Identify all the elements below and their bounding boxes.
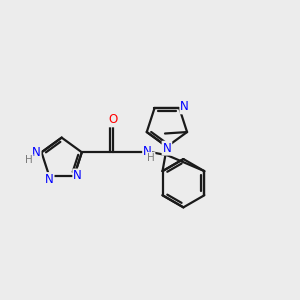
Text: N: N [45, 173, 54, 186]
Text: N: N [143, 145, 152, 158]
Text: H: H [25, 154, 33, 165]
Text: N: N [73, 169, 82, 182]
Text: H: H [147, 153, 155, 163]
Text: N: N [32, 146, 40, 159]
Text: N: N [180, 100, 189, 113]
Text: N: N [163, 142, 171, 155]
Text: O: O [108, 113, 117, 126]
